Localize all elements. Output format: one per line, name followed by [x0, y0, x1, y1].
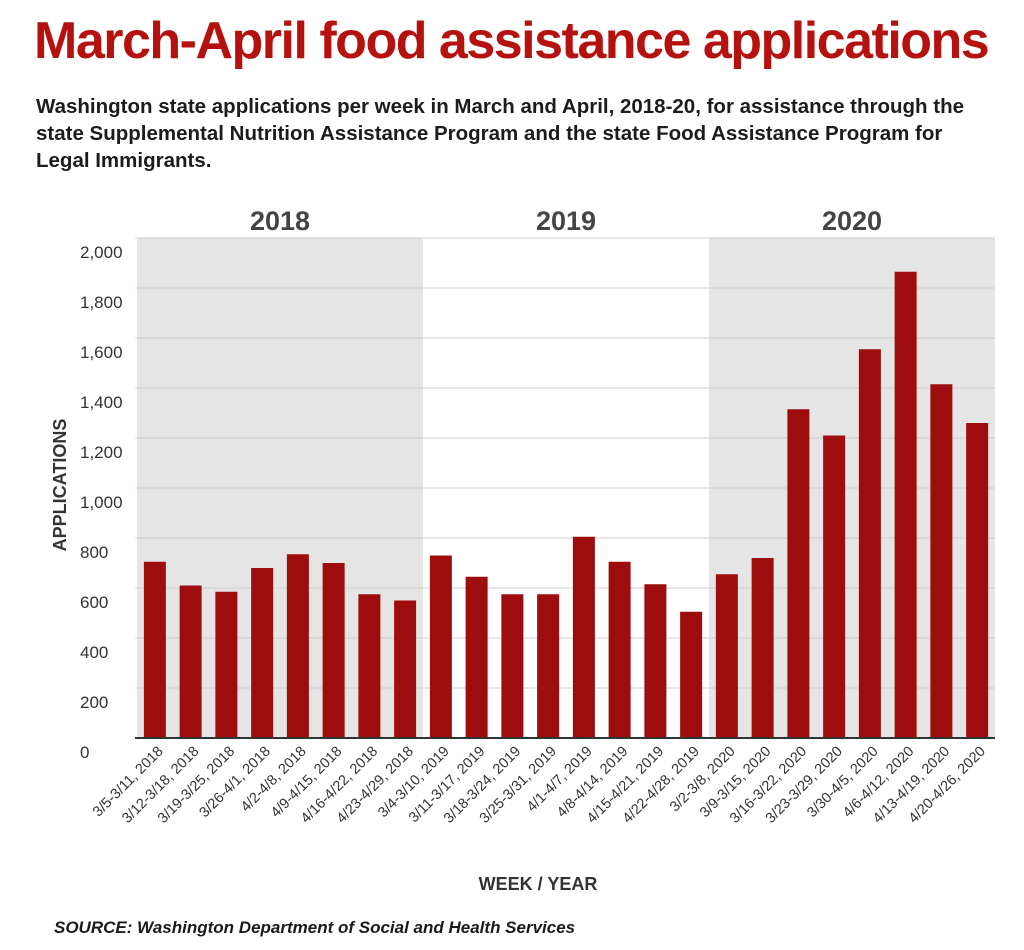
bar — [465, 576, 488, 738]
y-tick-label: 1,200 — [80, 443, 123, 462]
bar — [358, 594, 381, 738]
y-tick-label: 400 — [80, 643, 108, 662]
gridlines — [135, 237, 995, 689]
bar — [966, 423, 989, 738]
year-label-2019: 2019 — [536, 206, 596, 236]
bar — [251, 568, 274, 738]
bar — [143, 561, 166, 738]
year-label-2020: 2020 — [822, 206, 882, 236]
bar — [680, 611, 703, 738]
y-axis-ticks: 0 200 400 600 800 1,000 1,200 1,400 1,600 1,800 2,… — [80, 243, 123, 762]
y-tick-label: 800 — [80, 543, 108, 562]
y-tick-label: 200 — [80, 693, 108, 712]
y-tick-label: 2,000 — [80, 243, 123, 262]
bar — [930, 384, 953, 738]
chart-subtitle: Washington state applications per week i… — [36, 95, 965, 172]
year-label-2018: 2018 — [250, 206, 310, 236]
bar — [823, 435, 846, 738]
bar — [644, 584, 667, 738]
food-assistance-bar-chart: 2018 2019 2020 0 200 400 600 800 1,000 1,200 1,40… — [50, 206, 995, 894]
bar — [751, 558, 774, 738]
x-axis-label: WEEK / YEAR — [479, 874, 598, 894]
bars — [143, 271, 989, 738]
bar — [572, 536, 595, 738]
bar — [179, 585, 202, 738]
y-tick-label: 600 — [80, 593, 108, 612]
bar — [501, 594, 524, 738]
bar — [394, 600, 417, 738]
year-labels: 2018 2019 2020 — [250, 206, 882, 236]
source-note: SOURCE: Washington Department of Social … — [54, 918, 576, 937]
bar — [858, 349, 881, 738]
bar — [608, 561, 631, 738]
bar — [894, 271, 917, 738]
page-title: March-April food assistance applications — [34, 12, 990, 70]
bar — [537, 594, 560, 738]
bar — [215, 591, 238, 738]
bar — [715, 574, 738, 738]
bar — [787, 409, 810, 738]
y-axis-label: APPLICATIONS — [50, 419, 70, 552]
y-tick-label: 1,800 — [80, 293, 123, 312]
y-tick-label: 0 — [80, 743, 89, 762]
bar — [322, 563, 345, 738]
y-tick-label: 1,600 — [80, 343, 123, 362]
y-tick-label: 1,400 — [80, 393, 123, 412]
bar — [286, 554, 309, 738]
y-tick-label: 1,000 — [80, 493, 123, 512]
bar — [429, 555, 452, 738]
